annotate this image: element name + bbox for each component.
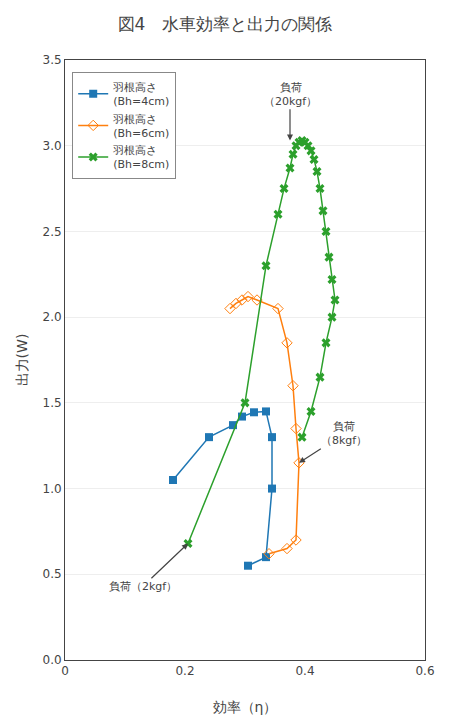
svg-text:図4 水車効率と出力の関係: 図4 水車効率と出力の関係 (118, 14, 333, 34)
svg-text:2.0: 2.0 (43, 310, 62, 324)
svg-text:3.0: 3.0 (43, 139, 62, 153)
svg-text:0.5: 0.5 (43, 567, 62, 581)
svg-text:1.0: 1.0 (43, 482, 62, 496)
svg-text:負荷（8kgf）: 負荷（8kgf） (321, 420, 367, 447)
svg-text:出力(W): 出力(W) (14, 334, 30, 387)
svg-text:3.5: 3.5 (43, 53, 62, 67)
svg-text:羽根高さ(Bh=8cm): 羽根高さ(Bh=8cm) (113, 144, 169, 171)
svg-text:羽根高さ(Bh=6cm): 羽根高さ(Bh=6cm) (113, 113, 169, 140)
svg-text:0.4: 0.4 (295, 664, 314, 678)
svg-text:0: 0 (61, 664, 69, 678)
svg-text:羽根高さ(Bh=4cm): 羽根高さ(Bh=4cm) (113, 81, 169, 108)
svg-text:0.2: 0.2 (175, 664, 194, 678)
svg-text:1.5: 1.5 (43, 396, 62, 410)
svg-text:負荷（20kgf）: 負荷（20kgf） (264, 81, 317, 108)
svg-text:0.6: 0.6 (415, 664, 434, 678)
svg-text:2.5: 2.5 (43, 225, 62, 239)
svg-text:0.0: 0.0 (43, 653, 62, 667)
svg-text:効率（η）: 効率（η） (213, 699, 278, 715)
svg-text:負荷（2kgf）: 負荷（2kgf） (109, 580, 177, 593)
